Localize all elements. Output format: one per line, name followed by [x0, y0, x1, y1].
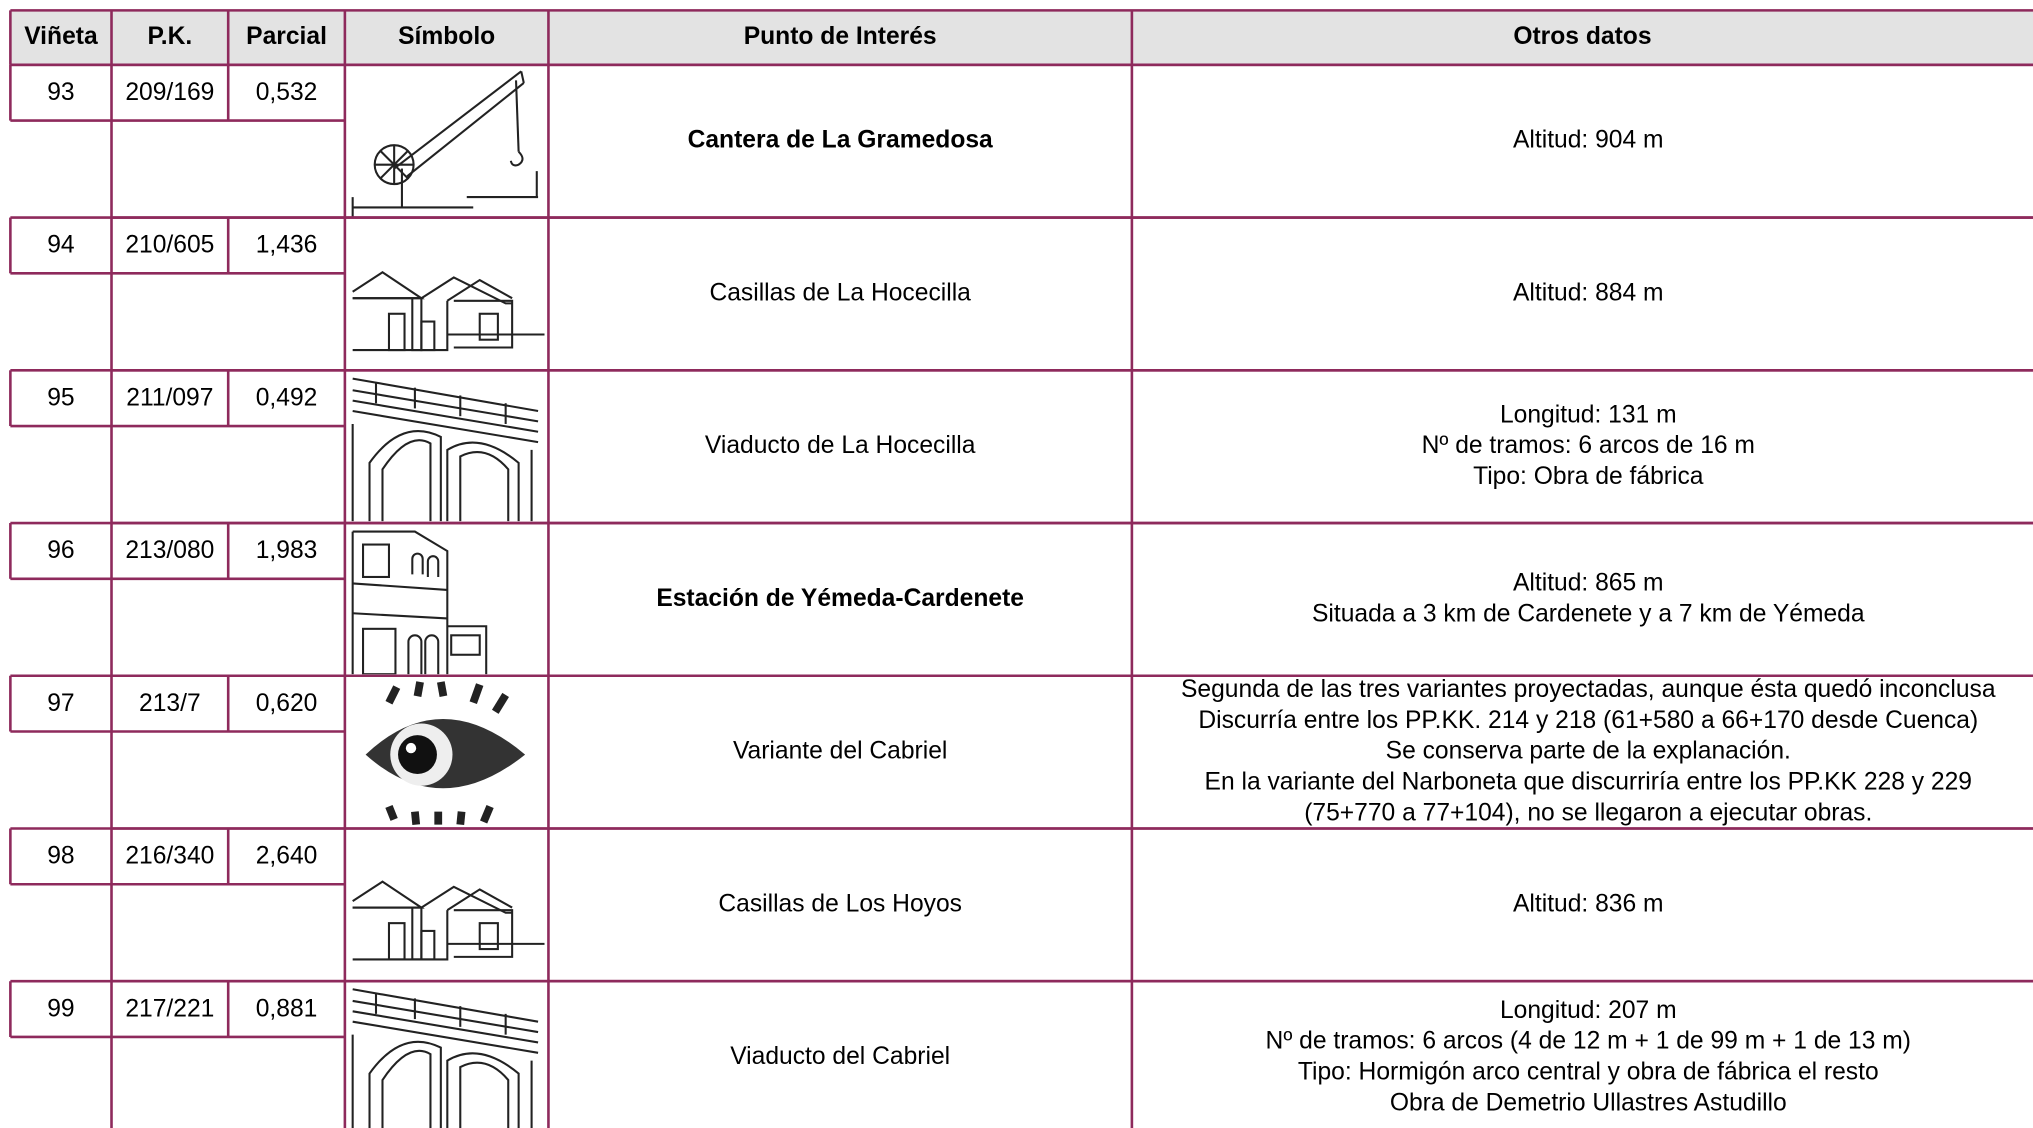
otros-line: Discurría entre los PP.KK. 214 y 218 (61…: [1198, 707, 1978, 734]
parcial: 1,983: [256, 537, 318, 564]
parcial: 0,620: [256, 690, 318, 717]
otros-line: Longitud: 207 m: [1500, 997, 1677, 1024]
otros-line: Segunda de las tres variantes proyectada…: [1181, 676, 1996, 703]
parcial: 0,532: [256, 79, 318, 106]
punto: Viaducto del Cabriel: [730, 1043, 950, 1070]
vineta: 93: [47, 79, 74, 106]
icon-houses: [351, 880, 545, 961]
punto: Casillas de La Hocecilla: [709, 279, 971, 306]
otros-line: En la variante del Narboneta que discurr…: [1205, 768, 1972, 795]
otros-line: Obra de Demetrio Ullastres Astudillo: [1390, 1089, 1787, 1116]
otros-line: Se conserva parte de la explanación.: [1386, 738, 1791, 765]
pk: 210/605: [125, 232, 214, 259]
pk: 216/340: [125, 843, 214, 870]
icon-houses: [351, 271, 545, 352]
otros-line: (75+770 a 77+104), no se llegaron a ejec…: [1304, 799, 1872, 826]
punto: Cantera de La Gramedosa: [688, 127, 993, 154]
otros-line: Tipo: Hormigón arco central y obra de fá…: [1298, 1059, 1879, 1086]
header-cell: P.K.: [147, 23, 192, 50]
pk: 213/7: [139, 690, 201, 717]
punto: Variante del Cabriel: [733, 738, 947, 765]
vineta: 96: [47, 537, 74, 564]
header-cell: Parcial: [246, 23, 327, 50]
parcial: 0,492: [256, 384, 318, 411]
otros-line: Altitud: 865 m: [1513, 569, 1664, 596]
pk: 211/097: [126, 384, 213, 411]
otros-line: Longitud: 131 m: [1500, 401, 1677, 428]
otros-line: Altitud: 884 m: [1513, 279, 1664, 306]
vineta: 99: [47, 995, 74, 1022]
vineta: 98: [47, 843, 74, 870]
otros-line: Altitud: 904 m: [1513, 127, 1664, 154]
parcial: 0,881: [256, 995, 318, 1022]
parcial: 1,436: [256, 232, 318, 259]
icon-eye: [366, 682, 525, 825]
vineta: 94: [47, 232, 74, 259]
punto: Casillas de Los Hoyos: [718, 890, 962, 917]
icon-viaduct: [351, 377, 540, 522]
punto: Estación de Yémeda-Cardenete: [656, 585, 1024, 612]
vineta: 95: [47, 384, 74, 411]
otros-line: Altitud: 836 m: [1513, 890, 1664, 917]
header-cell: Símbolo: [398, 23, 495, 50]
icon-viaduct: [351, 988, 540, 1128]
vineta: 97: [47, 690, 74, 717]
otros-line: Situada a 3 km de Cardenete y a 7 km de …: [1312, 600, 1865, 627]
parcial: 2,640: [256, 843, 318, 870]
otros-line: Nº de tramos: 6 arcos (4 de 12 m + 1 de …: [1266, 1028, 1911, 1055]
header-bg: [10, 10, 2033, 65]
pk: 209/169: [125, 79, 214, 106]
header-cell: Punto de Interés: [744, 23, 937, 50]
punto: Viaducto de La Hocecilla: [705, 432, 976, 459]
header-cell: Viñeta: [24, 23, 98, 50]
otros-line: Nº de tramos: 6 arcos de 16 m: [1422, 432, 1755, 459]
pk: 213/080: [125, 537, 214, 564]
icon-crane: [351, 70, 540, 217]
pk: 217/221: [125, 995, 214, 1022]
header-cell: Otros datos: [1513, 23, 1651, 50]
icon-station: [351, 530, 488, 675]
otros-line: Tipo: Obra de fábrica: [1473, 463, 1704, 490]
